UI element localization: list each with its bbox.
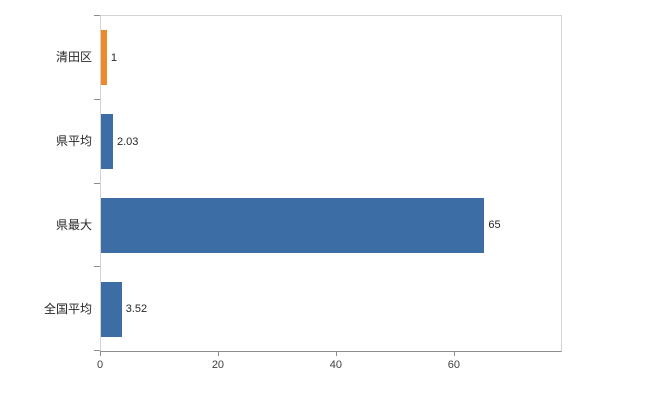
category-label-2: 県最大 xyxy=(55,217,92,232)
y-tick-mark-1 xyxy=(94,98,100,100)
value-label-3: 3.52 xyxy=(125,303,148,316)
x-tick-mark-3 xyxy=(453,351,455,356)
value-label-0: 1 xyxy=(110,51,118,64)
bar-2 xyxy=(101,197,485,253)
y-tick-mark-0 xyxy=(94,15,100,16)
x-tick-label-2: 40 xyxy=(329,359,343,371)
y-tick-mark-4 xyxy=(94,350,100,351)
y-tick-mark-3 xyxy=(94,266,100,268)
x-tick-label-1: 20 xyxy=(211,359,225,371)
value-label-1: 2.03 xyxy=(116,135,139,148)
x-tick-mark-0 xyxy=(100,351,101,356)
value-label-2: 65 xyxy=(488,219,501,232)
category-label-0: 清田区 xyxy=(55,50,92,65)
category-label-3: 全国平均 xyxy=(43,301,92,316)
x-tick-label-3: 60 xyxy=(447,359,460,371)
category-label-1: 県平均 xyxy=(55,134,92,149)
y-tick-mark-2 xyxy=(94,182,100,184)
x-tick-mark-2 xyxy=(335,351,337,356)
x-tick-label-0: 0 xyxy=(96,359,104,371)
plot-area: 1 2.03 65 3.52 xyxy=(100,15,562,352)
bar-1 xyxy=(101,114,113,170)
x-tick-mark-1 xyxy=(217,351,219,356)
bar-0 xyxy=(101,30,107,86)
bar-3 xyxy=(101,281,122,337)
